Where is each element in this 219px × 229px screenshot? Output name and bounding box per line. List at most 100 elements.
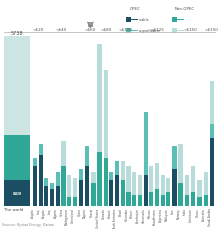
Text: <$150: <$150	[183, 27, 197, 31]
Text: United Arab Emirates: United Arab Emirates	[113, 207, 117, 229]
Bar	[121, 161, 125, 181]
Bar	[4, 135, 30, 181]
Text: <$125: <$125	[150, 27, 164, 31]
Text: The world: The world	[4, 207, 24, 211]
Bar	[73, 178, 77, 198]
Bar	[115, 175, 119, 206]
Bar	[79, 169, 83, 181]
Bar	[126, 29, 131, 33]
Text: Russia: Russia	[90, 207, 94, 216]
Bar	[85, 166, 90, 206]
Bar	[210, 124, 214, 138]
Bar	[33, 158, 37, 166]
Text: Canada: Canada	[102, 207, 106, 218]
Text: <$60: <$60	[85, 27, 96, 31]
Text: <$80: <$80	[100, 27, 111, 31]
Text: Brazil: Brazil	[119, 207, 123, 215]
Bar	[56, 186, 60, 206]
Text: unprofitable: unprofitable	[138, 29, 160, 33]
Bar	[132, 172, 136, 195]
Bar	[191, 192, 196, 206]
Bar	[44, 186, 48, 206]
Text: Australia: Australia	[202, 207, 206, 220]
Bar	[115, 161, 119, 175]
Bar	[126, 18, 131, 22]
Bar	[203, 172, 208, 195]
Text: Iraq: Iraq	[48, 207, 52, 213]
Text: Kuwait: Kuwait	[108, 207, 111, 217]
Bar	[79, 181, 83, 206]
Text: Argentina: Argentina	[159, 207, 163, 221]
Bar	[144, 175, 148, 206]
Text: Saudi Arabia: Saudi Arabia	[208, 207, 212, 225]
Text: Malaysia: Malaysia	[164, 207, 168, 220]
Text: Non-OPEC: Non-OPEC	[175, 8, 195, 11]
Bar	[155, 164, 159, 189]
Bar	[178, 144, 183, 183]
Bar	[138, 195, 142, 206]
Bar	[161, 175, 165, 195]
Text: Azerbaijan: Azerbaijan	[136, 207, 140, 222]
Text: Colombia: Colombia	[125, 207, 129, 220]
Bar	[197, 198, 202, 206]
Bar	[185, 175, 189, 195]
Text: Indonesia: Indonesia	[189, 207, 193, 221]
Text: Mexico: Mexico	[147, 207, 151, 217]
Text: OPEC: OPEC	[129, 8, 140, 11]
Bar	[109, 172, 113, 181]
Bar	[132, 195, 136, 206]
Bar	[203, 195, 208, 206]
Text: Madagascar: Madagascar	[65, 207, 69, 224]
Bar	[88, 22, 93, 27]
Bar	[67, 175, 71, 198]
Bar	[172, 18, 177, 22]
Text: viable: viable	[138, 18, 149, 22]
Text: 859: 859	[12, 191, 21, 195]
Bar	[161, 195, 165, 206]
Bar	[127, 192, 131, 206]
Text: Iran: Iran	[170, 207, 174, 213]
Bar	[172, 29, 177, 33]
Bar	[172, 147, 177, 169]
Bar	[104, 158, 108, 206]
Bar	[185, 195, 189, 206]
Text: Venezuela: Venezuela	[142, 207, 146, 222]
Text: <$20: <$20	[32, 27, 44, 31]
Bar	[166, 192, 171, 206]
Bar	[166, 178, 171, 192]
Text: China: China	[60, 207, 64, 215]
Text: 5738: 5738	[11, 30, 23, 35]
Bar	[197, 181, 202, 198]
Bar	[144, 113, 148, 175]
Text: Kazakhstan: Kazakhstan	[153, 207, 157, 224]
Text: Norway: Norway	[177, 207, 181, 218]
Bar	[104, 71, 108, 158]
Bar	[33, 166, 37, 206]
Bar	[91, 183, 96, 206]
Bar	[97, 45, 102, 153]
Text: Oman: Oman	[196, 207, 200, 216]
Bar	[155, 189, 159, 206]
Bar	[121, 181, 125, 206]
Bar	[138, 175, 142, 195]
Text: <$40: <$40	[55, 27, 66, 31]
Bar	[172, 169, 177, 206]
Bar	[178, 183, 183, 206]
Bar	[50, 189, 54, 206]
Bar	[85, 147, 90, 166]
Text: Angola: Angola	[31, 207, 35, 217]
Text: <$100: <$100	[119, 27, 133, 31]
Bar	[50, 183, 54, 189]
Bar	[39, 155, 43, 206]
Bar	[73, 198, 77, 206]
Bar	[4, 181, 30, 206]
Text: Qatar: Qatar	[77, 207, 81, 215]
Bar	[97, 153, 102, 206]
Bar	[62, 141, 66, 166]
Bar	[210, 138, 214, 206]
Text: United States: United States	[96, 207, 100, 226]
Bar	[91, 172, 96, 183]
Text: >$150: >$150	[205, 27, 219, 31]
Bar	[109, 181, 113, 206]
Text: India: India	[183, 207, 187, 214]
